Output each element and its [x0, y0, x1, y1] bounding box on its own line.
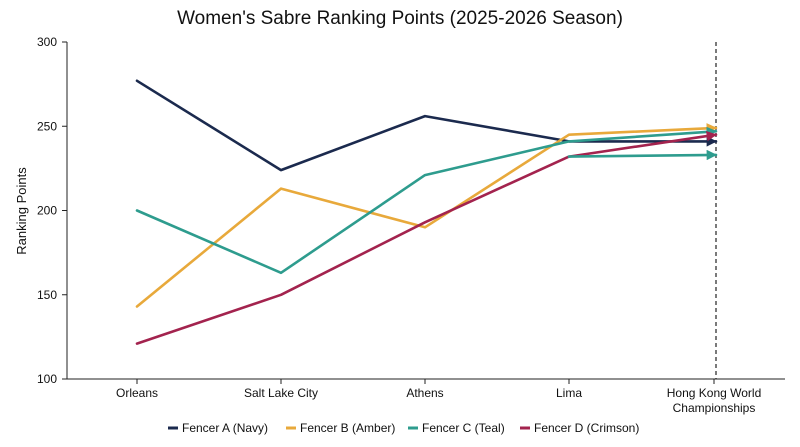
x-tick-label-line: Lima [556, 386, 582, 400]
series-line-fencer-a-navy [135, 79, 718, 172]
y-tick-label: 100 [37, 372, 57, 386]
x-tick-label: Salt Lake City [244, 386, 318, 400]
x-tick-label: Orleans [116, 386, 158, 400]
x-tick-label-line: Athens [406, 386, 443, 400]
series-line-fencer-c-teal [135, 126, 718, 275]
legend-label: Fencer C (Teal) [422, 421, 505, 435]
y-tick-label: 250 [37, 119, 57, 133]
legend-label: Fencer A (Navy) [182, 421, 268, 435]
legend-label: Fencer D (Crimson) [534, 421, 639, 435]
series-line-fencer-b-amber [135, 123, 718, 308]
y-axis-label: Ranking Points [14, 167, 29, 255]
legend-label: Fencer B (Amber) [300, 421, 395, 435]
chart-title: Women's Sabre Ranking Points (2025-2026 … [177, 8, 623, 29]
x-tick-label-line: Championships [673, 401, 756, 415]
legend: Fencer A (Navy) Fencer B (Amber) Fencer C … [168, 421, 639, 435]
x-tick-label: Athens [406, 386, 443, 400]
x-tick-label-line: Hong Kong World [667, 386, 762, 400]
x-tick-label: Hong Kong World Championships [667, 386, 762, 415]
series-layer [135, 79, 718, 345]
y-tick-label: 300 [37, 35, 57, 49]
series-line-extra [567, 149, 718, 161]
y-tick-label: 200 [37, 204, 57, 218]
x-tick-label-line: Salt Lake City [244, 386, 318, 400]
series-line-fencer-d-crimson [135, 130, 718, 345]
y-tick-label: 150 [37, 288, 57, 302]
x-tick-label-line: Orleans [116, 386, 158, 400]
x-tick-label: Lima [556, 386, 582, 400]
axes: 100 150 200 250 300 Orleans Salt Lake City Athe… [37, 35, 785, 415]
